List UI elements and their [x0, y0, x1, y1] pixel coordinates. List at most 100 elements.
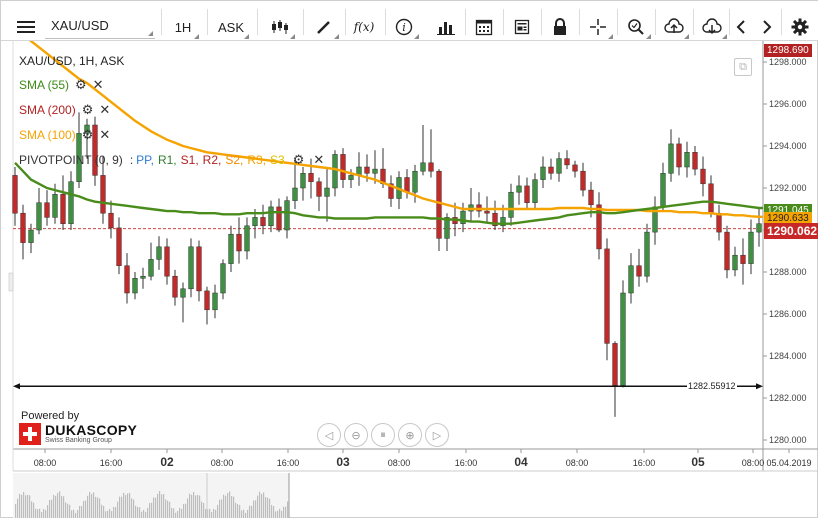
zoom-icon[interactable] [619, 13, 653, 41]
candle-body [260, 217, 266, 227]
zoom-in-button[interactable]: ⊕ [398, 423, 422, 447]
candle-body [564, 158, 570, 166]
legend-sma100-label: SMA (100) [19, 128, 76, 142]
notes-icon[interactable] [505, 13, 539, 41]
navigator-bar [153, 497, 155, 518]
candle-body [612, 343, 618, 386]
info-icon[interactable]: i [387, 13, 421, 41]
left-drag-handle [8, 272, 14, 292]
level-line-arrow-right [756, 383, 763, 390]
navigator-bar [263, 492, 265, 518]
fx-icon[interactable]: f(x) [353, 20, 375, 34]
candle-body [508, 191, 514, 218]
symbol-selector[interactable]: XAU/USD [45, 13, 155, 39]
candle-body [204, 290, 210, 311]
navigator-bar [125, 495, 127, 518]
swiss-flag-icon [19, 423, 41, 445]
candle-body [532, 179, 538, 203]
pivot-label: PIVOTPOINT (0, 9) [19, 153, 123, 167]
chevron-right-icon[interactable] [757, 13, 777, 41]
navigator-bar [275, 511, 277, 518]
x-tick-label: 16:00 [277, 458, 300, 468]
y-tick-label: 1292.000 [769, 183, 807, 193]
timeframe-selector[interactable]: 1H [165, 13, 201, 41]
legend-sma100: SMA (100) ⚙ ✕ [19, 127, 110, 143]
navigator-bar [87, 495, 89, 518]
navigator-bar [15, 504, 17, 518]
close-icon[interactable]: ✕ [99, 102, 111, 117]
navigator-bar [161, 494, 163, 518]
chevron-left-icon[interactable] [731, 13, 751, 41]
legend-sma200: SMA (200) ⚙ ✕ [19, 102, 110, 118]
symbol-label: XAU/USD [51, 18, 109, 33]
navigator-bar [83, 500, 85, 518]
expand-icon[interactable]: ⧉ [734, 58, 752, 76]
navigator-bar [43, 509, 45, 518]
navigator-bar [59, 491, 61, 518]
candle-body [180, 288, 186, 298]
candles-icon[interactable] [263, 13, 297, 41]
candle-body [644, 231, 650, 277]
candle-body [164, 246, 170, 277]
chart-canvas[interactable]: 1298.0001296.0001294.0001292.0001290.000… [1, 41, 818, 518]
navigator-bar [277, 510, 279, 518]
close-icon[interactable]: ✕ [92, 77, 104, 92]
navigator-bar [269, 498, 271, 518]
navigator-bar [111, 510, 113, 518]
lock-icon[interactable] [543, 13, 577, 41]
navigator-bar [271, 505, 273, 518]
navigator-bar [171, 507, 173, 518]
navigator-bar [183, 503, 185, 518]
download-cloud-icon[interactable] [695, 13, 729, 41]
side-selector[interactable]: ASK [211, 13, 251, 41]
candle-body [60, 194, 66, 224]
navigator-bar [49, 499, 51, 518]
close-icon[interactable]: ✕ [313, 152, 325, 167]
candle-body [372, 168, 378, 174]
menu-icon[interactable] [9, 13, 43, 41]
calendar-icon[interactable] [467, 13, 501, 41]
navigator-bar [77, 510, 79, 518]
candle-body [420, 162, 426, 172]
gear-icon[interactable]: ⚙ [81, 102, 94, 117]
candle-body [36, 202, 42, 231]
upload-cloud-icon[interactable] [657, 13, 691, 41]
crosshair-icon[interactable] [581, 13, 615, 41]
reset-view-button[interactable]: ⏸ [371, 423, 395, 447]
gear-icon[interactable] [787, 13, 813, 41]
candle-body [460, 210, 466, 224]
toolbar: XAU/USD 1H ASK f(x) i [1, 1, 818, 41]
candle-body [628, 265, 634, 294]
navigator-bar [239, 505, 241, 518]
navigator-bar [281, 510, 283, 518]
candle-body [276, 206, 282, 231]
candle-body [676, 143, 682, 168]
navigator-bar [245, 512, 247, 518]
zoom-out-button[interactable]: ⊖ [344, 423, 368, 447]
navigator-bar [173, 508, 175, 518]
navigator-bar [243, 509, 245, 518]
gear-icon[interactable]: ⚙ [75, 77, 87, 92]
legend-sma55: SMA (55) ⚙ ✕ [19, 77, 104, 93]
candle-body [68, 181, 74, 224]
navigator-bar [229, 491, 231, 518]
gear-icon[interactable]: ⚙ [292, 152, 305, 167]
price-chart[interactable]: 1298.0001296.0001294.0001292.0001290.000… [1, 41, 818, 518]
navigator-bar [121, 496, 123, 518]
candle-body [236, 233, 242, 252]
navigator-bar [137, 506, 139, 518]
navigator-bar [205, 509, 207, 518]
navigator-bar [53, 494, 55, 518]
navigator-bar [189, 493, 191, 518]
close-icon[interactable]: ✕ [99, 127, 111, 142]
pivot-r2: R2, [202, 153, 222, 167]
candle-body [196, 246, 202, 292]
candle-body [292, 187, 298, 201]
bars-icon[interactable] [429, 13, 463, 41]
navigator-bar [23, 492, 25, 518]
scroll-left-button[interactable]: ◁ [317, 423, 341, 447]
draw-pencil-icon[interactable] [307, 13, 341, 41]
scroll-right-button[interactable]: ▷ [425, 423, 449, 447]
y-tick-label: 1286.000 [769, 309, 807, 319]
gear-icon[interactable]: ⚙ [81, 127, 94, 142]
